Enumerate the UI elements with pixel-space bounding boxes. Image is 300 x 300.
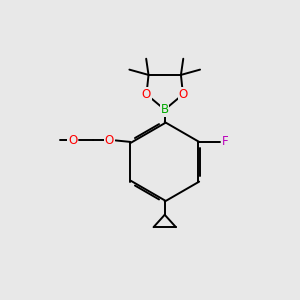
Text: O: O — [105, 134, 114, 147]
Text: F: F — [222, 135, 228, 148]
Text: O: O — [68, 134, 77, 147]
Text: B: B — [161, 103, 169, 116]
Text: O: O — [142, 88, 151, 101]
Text: O: O — [178, 88, 188, 101]
